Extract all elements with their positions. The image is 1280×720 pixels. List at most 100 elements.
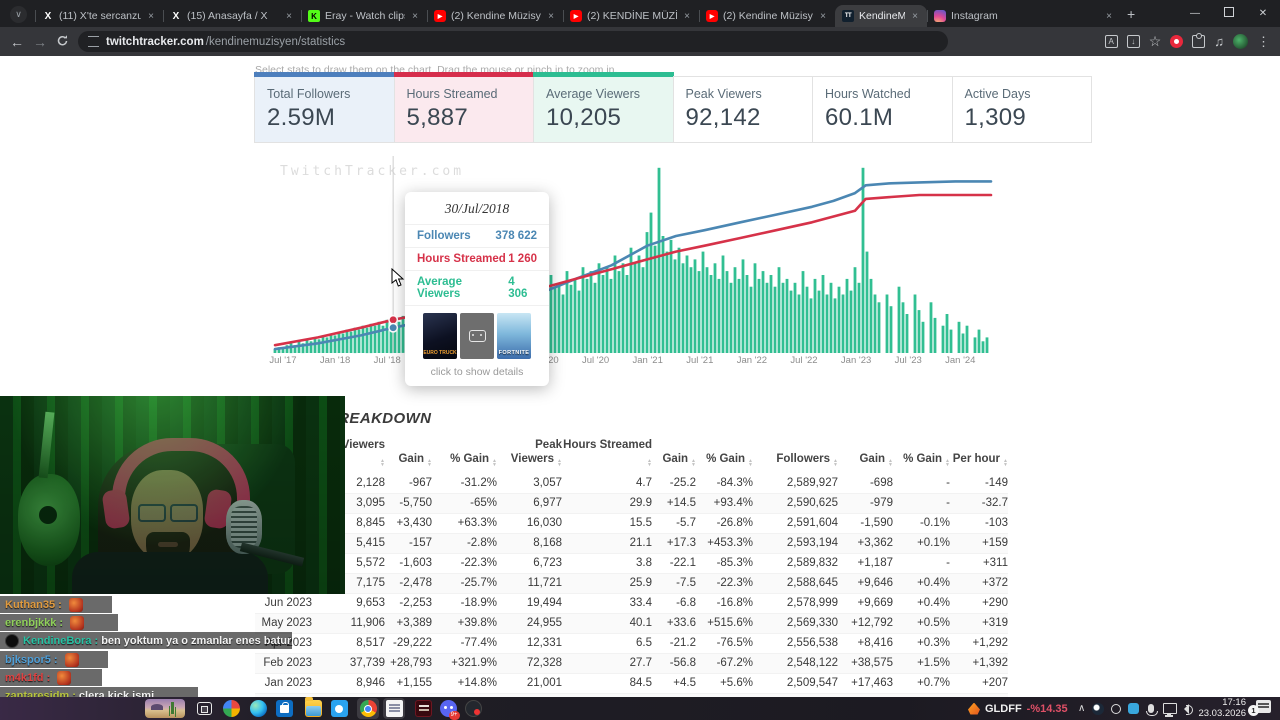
value-cell: +3,389 xyxy=(396,617,433,630)
taskbar-desert-shortcut[interactable] xyxy=(143,698,187,719)
stat-card-hours-watched[interactable]: Hours Watched 60.1M xyxy=(812,76,953,143)
chat-message-kendinebora: KendineBora : ben yoktum ya o zmanlar ene… xyxy=(0,632,292,649)
column-header--gain[interactable]: % Gain ▲ ▼ xyxy=(903,453,950,468)
forward-button[interactable]: → xyxy=(33,33,47,50)
stat-card-hours-streamed[interactable]: Hours Streamed 5,887 xyxy=(393,72,534,143)
new-tab-button[interactable]: + xyxy=(1127,6,1136,22)
tab-close-icon[interactable]: × xyxy=(820,10,826,22)
site-settings-icon[interactable] xyxy=(88,36,99,47)
taskbar-edge[interactable] xyxy=(247,698,269,719)
tab-search-button[interactable]: ∨ xyxy=(10,6,27,23)
column-header-gain[interactable]: Gain ▲ ▼ xyxy=(662,453,696,468)
x-axis-tick: Jan '18 xyxy=(319,355,351,366)
tab-close-icon[interactable]: × xyxy=(148,10,154,22)
drive-icon[interactable] xyxy=(1128,703,1140,714)
kick-favicon-icon: K xyxy=(308,10,320,22)
taskbar-screen-recorder[interactable] xyxy=(462,698,484,719)
browser-tab-eray-watch-clips-on-[interactable]: K Eray - Watch clips on Kick × xyxy=(301,5,427,27)
tab-close-icon[interactable]: × xyxy=(286,10,292,22)
taskbar-file-explorer[interactable] xyxy=(302,697,324,719)
stat-card-active-days[interactable]: Active Days 1,309 xyxy=(951,76,1092,143)
tab-close-icon[interactable]: × xyxy=(684,10,690,22)
volume-icon[interactable] xyxy=(1184,703,1194,715)
notification-center-button[interactable]: 1 xyxy=(1248,700,1271,716)
obs-icon[interactable] xyxy=(1111,703,1122,714)
bar-average-viewers xyxy=(857,282,861,353)
column-header-gain[interactable]: Gain ▲ ▼ xyxy=(398,453,432,468)
stat-card-average-viewers[interactable]: Average Viewers 10,205 xyxy=(533,72,674,143)
taskbar-chrome[interactable] xyxy=(357,698,379,719)
taskbar-clock[interactable]: 17:16 23.03.2026 xyxy=(1188,697,1246,719)
stat-value: 1,309 xyxy=(964,104,1027,131)
hover-marker-hours-streamed[interactable] xyxy=(388,314,399,325)
taskbar-microsoft-store[interactable] xyxy=(273,698,295,719)
adblock-extension-icon[interactable] xyxy=(1170,35,1184,48)
bar-average-viewers xyxy=(553,286,557,353)
chevron-up-icon[interactable]: ∧ xyxy=(1078,703,1086,714)
bar-average-viewers xyxy=(361,325,365,353)
browser-tab--11-x-te-sercanzuma-[interactable]: X (11) X'te sercanzuma: "BE × xyxy=(35,5,163,27)
bar-average-viewers xyxy=(313,337,317,353)
extensions-puzzle-icon[interactable] xyxy=(1192,33,1206,48)
browser-tab-instagram[interactable]: Instagram × xyxy=(927,5,1121,27)
hover-marker-followers[interactable] xyxy=(388,322,399,333)
minimize-button[interactable]: — xyxy=(1190,8,1200,19)
taskbar-photos[interactable] xyxy=(220,698,242,719)
bookmark-star-icon[interactable]: ☆ xyxy=(1148,33,1162,49)
menu-kebab-icon[interactable]: ⋮ xyxy=(1257,33,1270,49)
statistics-chart[interactable]: TwitchTracker.com Jul '17 Jan '18 Jul '18 J… xyxy=(255,148,1015,376)
network-icon[interactable] xyxy=(1163,703,1178,716)
tab-close-icon[interactable]: × xyxy=(912,10,918,22)
media-controls-icon[interactable]: ♫ xyxy=(1214,34,1224,49)
tab-close-icon[interactable]: × xyxy=(1106,10,1112,22)
bar-average-viewers xyxy=(325,337,329,353)
install-icon[interactable]: ↓ xyxy=(1126,35,1140,48)
taskbar-voicemeeter[interactable] xyxy=(412,698,434,719)
browser-tab--2-kendine-m-zisyen-[interactable]: ▶ (2) Kendine Müzisyen | Ta × xyxy=(699,5,835,27)
address-bar[interactable]: twitchtracker.com /kendinemuzisyen/stati… xyxy=(78,31,948,52)
value-cell: +159 xyxy=(982,537,1008,550)
browser-tab-kendinemuzisyen-stat[interactable]: TT KendineMuzisyen - Statis × xyxy=(835,5,927,27)
close-button[interactable]: ✕ xyxy=(1258,8,1268,19)
column-header-hours-streamed[interactable]: Hours Streamed▲ ▼ xyxy=(563,439,652,468)
browser-tab--2-kendine-m-zisyen-[interactable]: ▶ (2) Kendine Müzisyen Bir × xyxy=(427,5,563,27)
value-cell: -1,603 xyxy=(399,557,432,570)
taskbar-mail-app[interactable] xyxy=(328,698,350,719)
bar-average-viewers xyxy=(665,251,669,353)
column-header--gain[interactable]: % Gain ▲ ▼ xyxy=(706,453,753,468)
taskbar-task-view[interactable] xyxy=(193,698,215,719)
back-button[interactable]: ← xyxy=(10,33,24,50)
column-header-followers[interactable]: Followers ▲ ▼ xyxy=(776,453,838,468)
tab-close-icon[interactable]: × xyxy=(548,10,554,22)
column-header--gain[interactable]: % Gain ▲ ▼ xyxy=(450,453,497,468)
column-header-peak-viewers[interactable]: Peak Viewers ▲ ▼ xyxy=(510,439,562,468)
bar-average-viewers xyxy=(669,239,673,353)
bar-average-viewers xyxy=(977,329,981,353)
sort-icon: ▲ ▼ xyxy=(888,457,893,468)
profile-avatar[interactable] xyxy=(1233,34,1248,49)
column-header-per-hour[interactable]: Per hour ▲ ▼ xyxy=(952,453,1008,468)
maximize-button[interactable] xyxy=(1212,7,1246,20)
value-cell: +290 xyxy=(982,597,1008,610)
column-header-gain[interactable]: Gain ▲ ▼ xyxy=(859,453,893,468)
value-cell: -2.8% xyxy=(466,537,497,550)
microphone-icon[interactable] xyxy=(1146,704,1159,716)
chart-tooltip[interactable]: 30/Jul/2018 Followers 378 622 Hours Stream… xyxy=(405,192,549,386)
taskbar-discord[interactable]: 9+ xyxy=(437,698,460,720)
stat-value: 10,205 xyxy=(546,104,622,131)
stat-card-peak-viewers[interactable]: Peak Viewers 92,142 xyxy=(672,76,813,143)
translate-icon[interactable]: A xyxy=(1104,35,1118,48)
chart-canvas[interactable] xyxy=(255,148,1015,354)
browser-tab--2-kendi-ne-m-zi-sye[interactable]: ▶ (2) KENDİNE MÜZİSYEN B × xyxy=(563,5,699,27)
browser-tab--15-anasayfa-x[interactable]: X (15) Anasayfa / X × xyxy=(163,5,301,27)
reload-button[interactable] xyxy=(56,34,69,49)
value-cell: 2,591,604 xyxy=(786,517,838,530)
tab-close-icon[interactable]: × xyxy=(412,10,418,22)
steam-icon[interactable] xyxy=(1092,702,1105,715)
taskbar-notepad[interactable] xyxy=(383,698,405,719)
stat-card-total-followers[interactable]: Total Followers 2.59M xyxy=(254,72,395,143)
stock-ticker[interactable]: GLDFF -%14.35 xyxy=(968,697,1068,720)
bar-average-viewers xyxy=(929,302,933,353)
value-cell: -16.8% xyxy=(716,597,753,610)
bar-average-viewers xyxy=(933,317,937,353)
